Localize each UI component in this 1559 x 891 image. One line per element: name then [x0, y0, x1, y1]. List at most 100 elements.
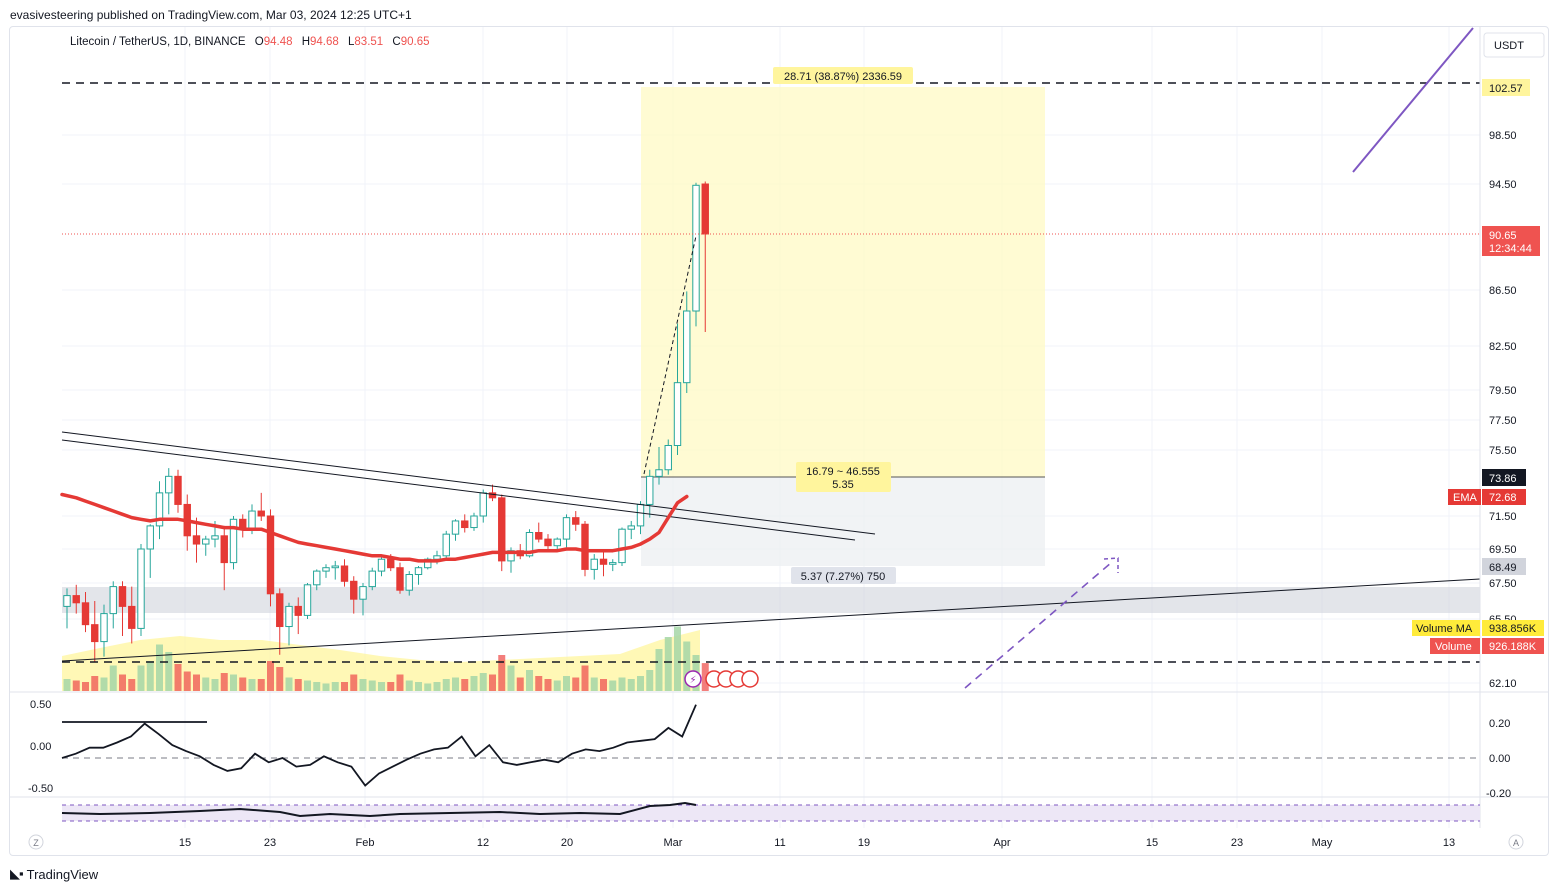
volume-bar: [128, 679, 136, 691]
ratio-sub-label: 5.35: [832, 479, 853, 491]
price-axis[interactable]: 98.50 94.50 86.50 82.50 79.50 77.50 75.50 71.50…: [1489, 130, 1517, 690]
target-badge: 102.57: [1489, 83, 1523, 95]
log-scale-toggle[interactable]: [28, 834, 44, 850]
currency-button[interactable]: [1483, 32, 1545, 58]
volume-bar: [489, 674, 496, 691]
volume-bar: [572, 677, 580, 691]
volume-bar: [174, 664, 182, 691]
price-tick: 67.50: [1489, 578, 1517, 590]
candle-body: [405, 574, 413, 591]
ema-line: [60, 492, 689, 563]
candle-body: [470, 515, 478, 529]
time-tick: Mar: [664, 837, 683, 849]
osc-right-tick: 0.20: [1489, 718, 1510, 730]
publisher-caption: evasivesteering published on TradingView…: [10, 8, 412, 22]
price-tick: 75.50: [1489, 445, 1517, 457]
volume-bars: [63, 626, 709, 691]
volume-bar: [276, 667, 284, 691]
volume-bar: [415, 682, 422, 691]
target-label-box: [773, 67, 913, 84]
tradingview-brand[interactable]: ◣▪ TradingView: [10, 866, 98, 882]
trendline-rising: [61, 578, 1481, 662]
candle-body: [451, 520, 460, 535]
candle-body: [701, 183, 709, 235]
volume-bar: [82, 682, 89, 691]
ema-badge: 72.68: [1489, 492, 1517, 504]
time-tick: 11: [774, 837, 785, 849]
volume-bar: [683, 641, 691, 691]
candle-body: [137, 548, 145, 629]
candles: [63, 181, 709, 663]
candle-body: [396, 567, 404, 591]
volume-bar: [100, 677, 108, 691]
candle-body: [257, 510, 265, 517]
volume-bar: [553, 680, 561, 691]
candle-body: [128, 605, 136, 629]
auto-scale-label: A: [1513, 838, 1519, 848]
price-tick: 86.50: [1489, 285, 1517, 297]
candle-body: [276, 593, 284, 628]
volume-bar: [304, 680, 311, 691]
volume-bar: [424, 683, 432, 691]
candle-body: [285, 605, 293, 628]
volume-bar: [341, 682, 348, 691]
candle-body: [535, 532, 543, 540]
volume-bar: [618, 677, 626, 691]
time-tick: 12: [477, 837, 489, 849]
candle-body: [146, 525, 154, 550]
close-label: C: [392, 36, 400, 48]
log-scale-label: Z: [33, 838, 39, 848]
candle-body: [100, 613, 108, 643]
candle-body: [655, 469, 663, 477]
auto-scale-toggle[interactable]: [1508, 834, 1524, 850]
time-axis[interactable]: 15 23 Feb 12 20 Mar 11 19 Apr 15 23 May 13: [179, 837, 1455, 849]
chart-frame[interactable]: [9, 26, 1549, 856]
volume-label: Volume: [1435, 641, 1472, 653]
volume-bar: [146, 661, 154, 691]
symbol-legend[interactable]: Litecoin / TetherUS, 1D, BINANCE O94.48 …: [70, 36, 429, 48]
price-tick: 69.50: [1489, 544, 1517, 556]
volume-bar: [193, 674, 200, 691]
volume-bar: [368, 680, 376, 691]
low-label: L: [348, 36, 355, 48]
volume-bar: [637, 676, 644, 691]
lightning-icon[interactable]: [684, 670, 702, 688]
flag-icon[interactable]: [741, 670, 759, 688]
candle-body: [368, 570, 376, 588]
candle-body: [266, 515, 275, 595]
tradingview-logo-icon: ◣▪: [10, 866, 24, 881]
volume-bar: [470, 676, 478, 691]
volume-bar: [211, 679, 219, 691]
volume-bar: [664, 637, 672, 691]
brand-name: TradingView: [26, 866, 99, 882]
high-label: H: [302, 36, 310, 48]
volume-bar: [109, 665, 117, 691]
stop-badge: 68.49: [1489, 562, 1517, 574]
volume-bar: [526, 670, 533, 691]
candle-body: [683, 310, 691, 384]
candle-body: [562, 517, 571, 540]
volume-bar: [230, 674, 237, 691]
stop-label-box: [791, 567, 896, 584]
time-tick: 15: [1146, 837, 1158, 849]
volume-badge-bg: [1482, 638, 1544, 654]
volume-bar: [350, 674, 358, 691]
candle-body: [331, 565, 339, 569]
trendline-lower: [61, 439, 856, 541]
candle-body: [488, 492, 497, 499]
volume-bar: [267, 661, 274, 691]
volume-bar: [600, 679, 607, 691]
osc-right-tick: -0.20: [1486, 788, 1511, 800]
price-tick: 94.50: [1489, 179, 1517, 191]
candle-body: [572, 517, 580, 525]
event-icons[interactable]: ⚡: [684, 670, 759, 688]
candle-body: [248, 510, 256, 530]
osc-left-tick: -0.50: [28, 783, 53, 795]
candle-body: [63, 595, 71, 607]
candle-body: [525, 532, 534, 557]
time-tick: 20: [561, 837, 573, 849]
volume-bar: [674, 626, 681, 691]
target-badge-bg: [1482, 79, 1530, 96]
volume-bar: [452, 677, 459, 691]
